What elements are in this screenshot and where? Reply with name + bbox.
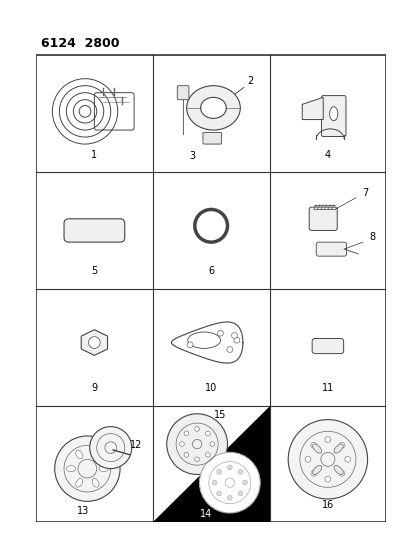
Circle shape — [324, 437, 330, 442]
Ellipse shape — [333, 465, 342, 475]
Circle shape — [226, 346, 232, 352]
Circle shape — [287, 419, 367, 499]
Circle shape — [310, 471, 316, 477]
Circle shape — [179, 442, 184, 447]
Circle shape — [184, 453, 188, 457]
Ellipse shape — [76, 450, 83, 459]
Text: 15: 15 — [214, 410, 226, 420]
Circle shape — [237, 491, 242, 496]
Ellipse shape — [188, 332, 220, 349]
Circle shape — [184, 431, 188, 435]
Text: 6: 6 — [208, 266, 214, 276]
Circle shape — [205, 453, 210, 457]
Circle shape — [195, 457, 199, 462]
Circle shape — [242, 480, 247, 485]
FancyBboxPatch shape — [316, 242, 346, 256]
Ellipse shape — [186, 86, 240, 130]
Circle shape — [209, 442, 214, 447]
Circle shape — [216, 491, 221, 496]
Circle shape — [90, 426, 131, 469]
Text: 8: 8 — [368, 232, 375, 243]
Polygon shape — [81, 330, 107, 356]
Circle shape — [216, 470, 221, 474]
Text: 3: 3 — [189, 151, 195, 161]
Circle shape — [199, 453, 259, 513]
Circle shape — [212, 480, 216, 485]
Text: 2: 2 — [247, 76, 253, 86]
Text: 11: 11 — [321, 383, 333, 393]
Text: 6124  2800: 6124 2800 — [40, 37, 119, 50]
Circle shape — [233, 337, 239, 343]
Circle shape — [237, 470, 242, 474]
Ellipse shape — [92, 450, 99, 459]
Text: 14: 14 — [200, 509, 212, 519]
FancyBboxPatch shape — [311, 338, 343, 353]
Circle shape — [55, 436, 120, 502]
FancyBboxPatch shape — [64, 219, 124, 242]
Circle shape — [227, 496, 232, 500]
Circle shape — [217, 330, 223, 336]
Circle shape — [187, 342, 192, 348]
Ellipse shape — [92, 479, 99, 487]
Ellipse shape — [312, 465, 321, 475]
Circle shape — [227, 465, 232, 470]
Ellipse shape — [329, 107, 337, 120]
Circle shape — [166, 414, 227, 474]
Text: 10: 10 — [204, 383, 217, 393]
Circle shape — [338, 471, 344, 477]
Text: 16: 16 — [321, 500, 333, 510]
Circle shape — [338, 442, 344, 448]
Circle shape — [304, 456, 310, 462]
Text: 9: 9 — [91, 383, 97, 393]
Ellipse shape — [200, 98, 226, 118]
Polygon shape — [152, 406, 269, 522]
Circle shape — [88, 337, 100, 349]
Circle shape — [324, 476, 330, 482]
Ellipse shape — [333, 444, 342, 453]
FancyBboxPatch shape — [177, 86, 188, 100]
Circle shape — [310, 442, 316, 448]
Circle shape — [205, 431, 210, 435]
FancyBboxPatch shape — [309, 207, 337, 230]
Polygon shape — [301, 98, 323, 119]
Circle shape — [344, 456, 350, 462]
Ellipse shape — [66, 466, 76, 472]
Ellipse shape — [312, 444, 321, 453]
Text: 13: 13 — [76, 506, 89, 515]
Text: 12: 12 — [130, 440, 142, 450]
Ellipse shape — [99, 466, 108, 472]
Text: 5: 5 — [91, 266, 97, 276]
Circle shape — [195, 426, 199, 431]
FancyBboxPatch shape — [202, 132, 221, 144]
Text: 7: 7 — [361, 188, 368, 198]
Ellipse shape — [76, 479, 83, 487]
Circle shape — [231, 333, 237, 338]
Text: 1: 1 — [91, 150, 97, 159]
Text: 4: 4 — [324, 150, 330, 159]
FancyBboxPatch shape — [320, 95, 345, 136]
